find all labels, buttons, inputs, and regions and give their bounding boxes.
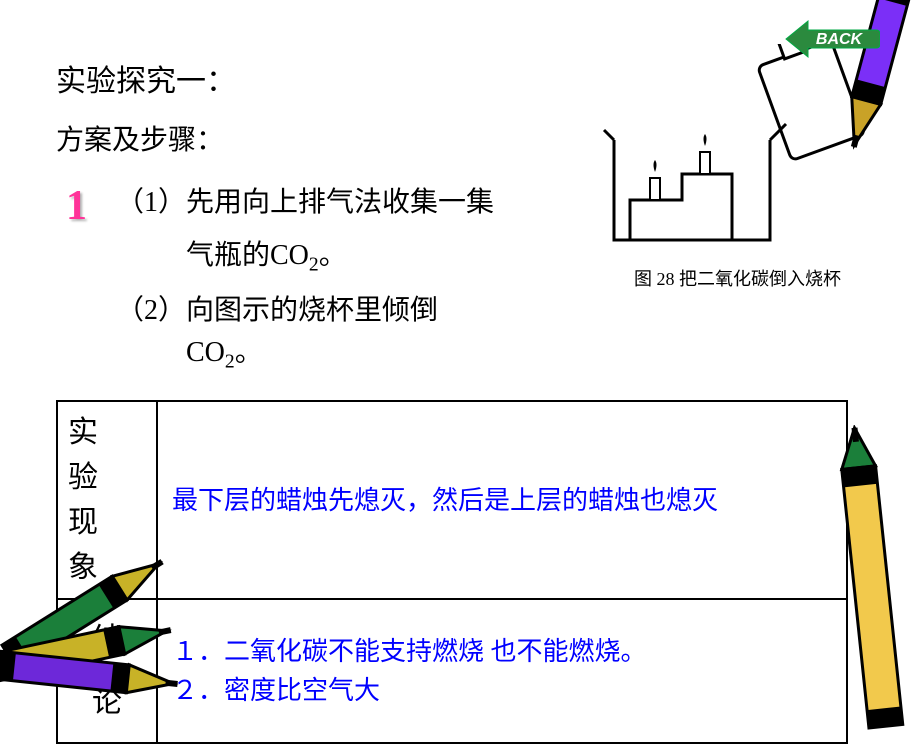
step2-tail: 。: [235, 337, 263, 368]
back-button[interactable]: BACK: [784, 18, 880, 65]
step1-tail: 。: [319, 240, 347, 271]
crayon-bottom-right-icon: [816, 425, 920, 750]
big-number-icon: 1: [66, 182, 87, 230]
subtitle-plan: 方案及步骤：: [56, 118, 876, 158]
title-experiment: 实验探究一：: [56, 56, 876, 100]
row2-content: １．二氧化碳不能支持燃烧 也不能燃烧。 ２．密度比空气大: [157, 599, 847, 743]
row1-content: 最下层的蜡烛先熄灭，然后是上层的蜡烛也熄灭: [157, 401, 847, 599]
main-content: 实验探究一： 方案及步骤： 1 （1）先用向上排气法收集一集 气瓶的CO2。 （…: [56, 56, 876, 377]
step2-sub: 2: [225, 352, 235, 373]
row2-line1: １．二氧化碳不能支持燃烧 也不能燃烧。: [172, 637, 647, 666]
step1-line1: （1）先用向上排气法收集一集: [116, 187, 494, 218]
back-label: BACK: [816, 31, 864, 48]
crayons-bottom-left-icon: [0, 505, 212, 700]
step2-line1: （2）向图示的烧杯里倾倒: [116, 295, 438, 326]
step1-line2a: 气瓶的CO: [186, 240, 309, 271]
step-2: （2）向图示的烧杯里倾倒 CO2。: [116, 290, 556, 377]
step-1: （1）先用向上排气法收集一集 气瓶的CO2。: [116, 176, 546, 284]
step2-co: CO: [186, 337, 225, 368]
step1-sub: 2: [309, 255, 319, 276]
